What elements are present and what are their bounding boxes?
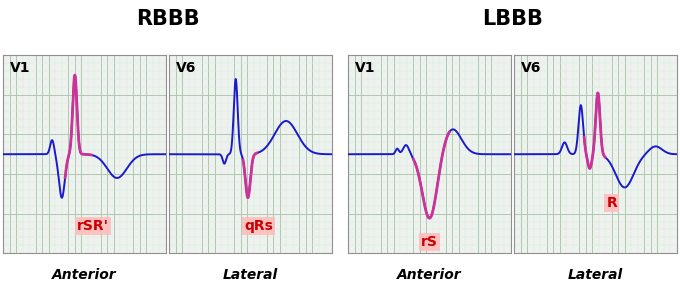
- Text: V6: V6: [175, 61, 196, 75]
- Text: Lateral: Lateral: [222, 268, 278, 282]
- Text: rS: rS: [421, 235, 438, 249]
- Text: Anterior: Anterior: [52, 268, 117, 282]
- Text: qRs: qRs: [244, 219, 273, 233]
- Text: RBBB: RBBB: [135, 9, 199, 29]
- Text: R: R: [607, 196, 617, 210]
- Text: LBBB: LBBB: [482, 9, 543, 29]
- Text: Anterior: Anterior: [397, 268, 462, 282]
- Text: Lateral: Lateral: [568, 268, 623, 282]
- Text: V1: V1: [355, 61, 375, 75]
- Text: V6: V6: [521, 61, 541, 75]
- Text: rSR': rSR': [77, 219, 109, 233]
- Text: V1: V1: [10, 61, 31, 75]
